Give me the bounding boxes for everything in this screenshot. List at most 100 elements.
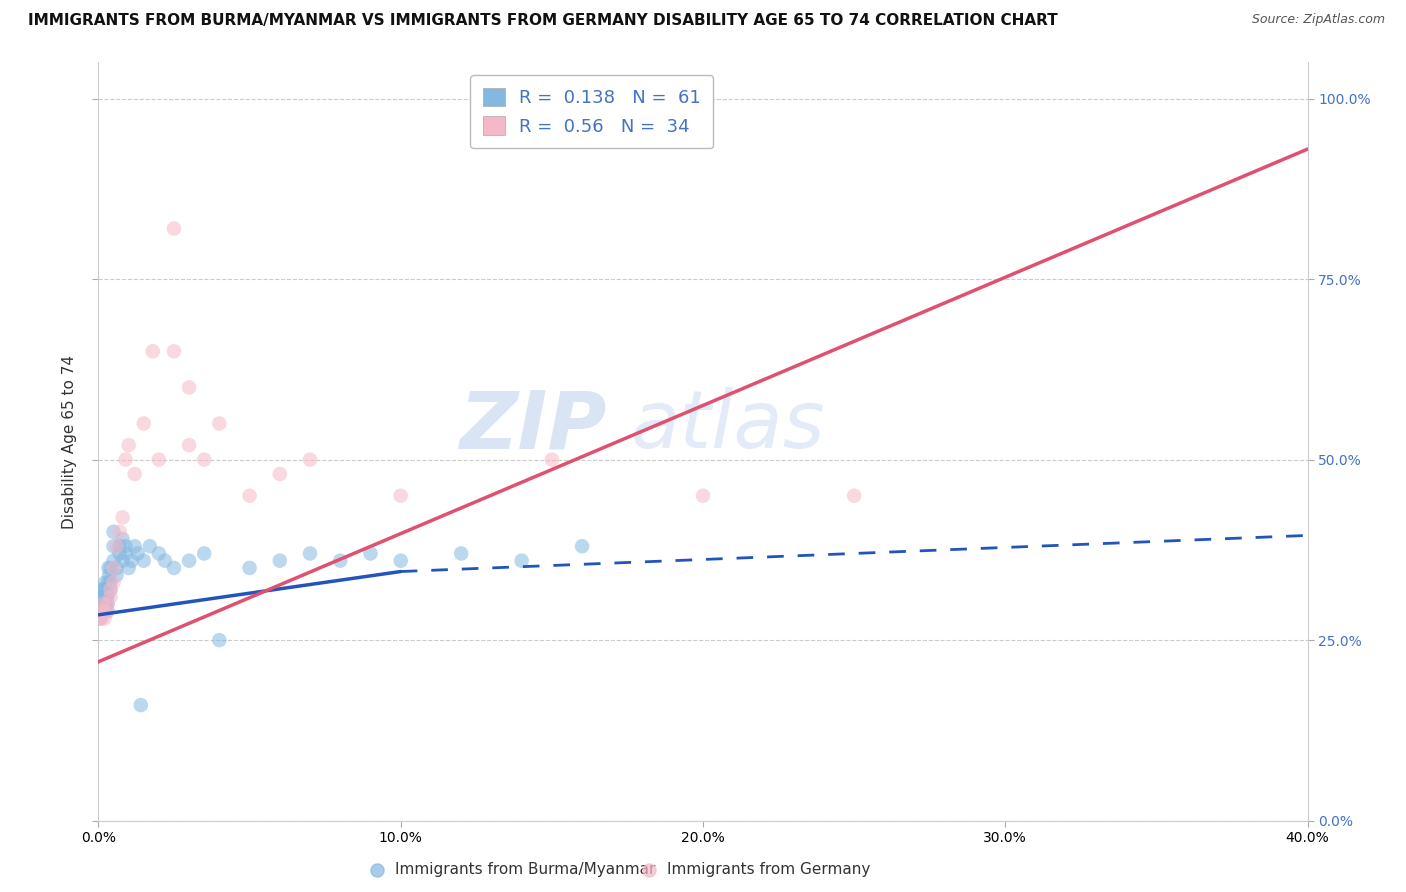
Point [91, 597, 114, 611]
Point [90, 597, 112, 611]
Point [121, 554, 143, 568]
Point [90, 611, 112, 625]
Point [269, 467, 291, 481]
Point [389, 554, 412, 568]
Point [108, 546, 131, 560]
Point [105, 561, 128, 575]
Point [114, 539, 136, 553]
Point [299, 546, 322, 560]
Point [108, 524, 131, 539]
Point [148, 546, 170, 560]
Text: Source: ZipAtlas.com: Source: ZipAtlas.com [1251, 13, 1385, 27]
Point [97, 575, 120, 590]
Point [93, 604, 115, 618]
Point [100, 575, 122, 590]
Point [193, 546, 215, 560]
Point [692, 489, 714, 503]
Point [269, 554, 291, 568]
Point [132, 554, 155, 568]
Legend: R =  0.138   N =  61, R =  0.56   N =  34: R = 0.138 N = 61, R = 0.56 N = 34 [470, 75, 713, 148]
Point [93, 611, 115, 625]
Point [103, 554, 125, 568]
Y-axis label: Disability Age 65 to 74: Disability Age 65 to 74 [62, 354, 77, 529]
Point [94, 575, 117, 590]
Point [118, 561, 141, 575]
Point [299, 452, 322, 467]
Point [124, 539, 146, 553]
Point [139, 539, 162, 553]
Point [127, 546, 149, 560]
Text: Immigrants from Burma/Myanmar: Immigrants from Burma/Myanmar [395, 863, 655, 878]
Point [90, 604, 112, 618]
Point [360, 546, 382, 560]
Text: ZIP: ZIP [458, 387, 606, 466]
Text: IMMIGRANTS FROM BURMA/MYANMAR VS IMMIGRANTS FROM GERMANY DISABILITY AGE 65 TO 74: IMMIGRANTS FROM BURMA/MYANMAR VS IMMIGRA… [28, 13, 1057, 29]
Point [179, 380, 201, 394]
Point [208, 633, 231, 648]
Point [510, 554, 533, 568]
Point [98, 568, 121, 582]
Point [93, 604, 115, 618]
Point [103, 539, 125, 553]
Point [103, 524, 125, 539]
Point [94, 590, 117, 604]
Point [91, 604, 114, 618]
Point [89, 611, 111, 625]
Point [93, 597, 115, 611]
Point [93, 582, 115, 597]
Point [163, 221, 186, 235]
Point [124, 467, 146, 481]
Point [105, 539, 128, 553]
Point [96, 590, 118, 604]
Point [148, 452, 170, 467]
Point [97, 561, 120, 575]
Point [114, 452, 136, 467]
Point [783, 861, 806, 875]
Point [91, 597, 114, 611]
Point [163, 344, 186, 359]
Point [96, 597, 118, 611]
Point [111, 554, 134, 568]
Point [93, 590, 115, 604]
Point [96, 604, 118, 618]
Point [89, 604, 111, 618]
Point [153, 554, 176, 568]
Point [111, 532, 134, 546]
Point [450, 546, 472, 560]
Point [540, 452, 562, 467]
Point [94, 597, 117, 611]
Point [90, 590, 112, 604]
Text: Immigrants from Germany: Immigrants from Germany [666, 863, 870, 878]
Point [96, 597, 118, 611]
Point [179, 438, 201, 452]
Point [111, 510, 134, 524]
Point [571, 539, 593, 553]
Point [239, 489, 262, 503]
Point [100, 561, 122, 575]
Point [208, 417, 231, 431]
Point [129, 698, 152, 712]
Point [96, 604, 118, 618]
Point [94, 582, 117, 597]
Point [89, 611, 111, 625]
Point [90, 597, 112, 611]
Point [142, 344, 165, 359]
Point [100, 582, 122, 597]
Point [329, 554, 352, 568]
Point [103, 561, 125, 575]
Point [163, 561, 186, 575]
Point [100, 590, 122, 604]
Point [103, 575, 125, 590]
Point [114, 546, 136, 560]
Point [93, 597, 115, 611]
Point [193, 452, 215, 467]
Point [844, 489, 866, 503]
Point [108, 539, 131, 553]
Point [118, 438, 141, 452]
Point [179, 554, 201, 568]
Point [91, 582, 114, 597]
Point [239, 561, 262, 575]
Text: atlas: atlas [630, 387, 825, 466]
Point [105, 568, 128, 582]
Point [100, 582, 122, 597]
